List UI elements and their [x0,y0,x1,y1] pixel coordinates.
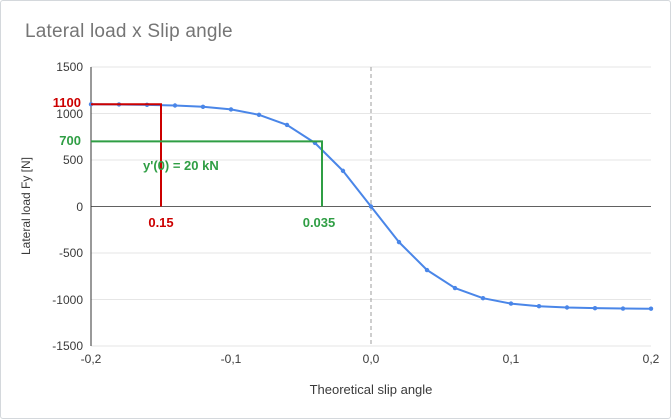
annotation-red-y-label: 1100 [52,95,81,110]
annotation-red-x-label: 0.15 [148,215,174,230]
x-tick-label: 0,2 [642,352,660,366]
y-tick-label: -1000 [52,293,83,307]
y-tick-label: 0 [76,200,83,214]
x-tick-label: 0,0 [362,352,380,366]
x-tick-label: -0,2 [80,352,102,366]
annotation-slope-note: y'(0) = 20 kN [143,158,219,173]
x-axis-title: Theoretical slip angle [309,382,433,397]
y-tick-label: 1500 [56,60,83,74]
y-tick-label: -500 [58,246,83,260]
x-tick-label: -0,1 [220,352,242,366]
annotation-lines [91,103,323,207]
y-tick-label: -1500 [52,339,83,353]
chart-title: Lateral load x Slip angle [25,21,233,42]
y-tick-label: 1000 [56,107,83,121]
annotation-green-x-label: 0.035 [302,215,336,230]
x-tick-label: 0,1 [502,352,520,366]
annotation-green-y-label: 700 [59,133,81,148]
y-tick-label: 500 [62,153,83,167]
